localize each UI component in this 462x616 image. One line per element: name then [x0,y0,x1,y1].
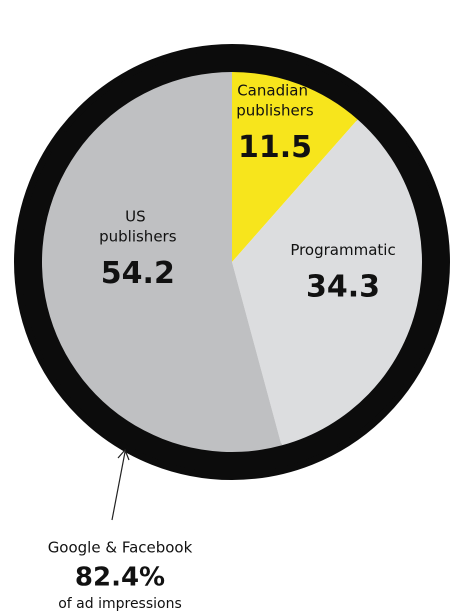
value-label: 54.2 [101,256,175,291]
annotation-note: of ad impressions [58,596,182,612]
value-label: 34.3 [306,269,380,304]
labels: 11.5 Canadian publishers 34.3 Programmatic 5… [99,81,396,305]
slice [232,72,358,262]
slices [42,72,422,453]
category-label: Programmatic [290,240,395,258]
slice [42,72,282,453]
annotation-arrow [111,448,130,521]
category-label: US publishers [99,207,177,245]
value-label: 11.5 [238,130,312,165]
annotation-title: Google & Facebook [48,539,193,557]
annotation-value: 82.4% [75,563,165,593]
slice [232,119,422,446]
brush-ring [14,44,450,480]
brush-ring-edge [15,45,449,479]
category-label: Canadian publishers [236,81,314,119]
